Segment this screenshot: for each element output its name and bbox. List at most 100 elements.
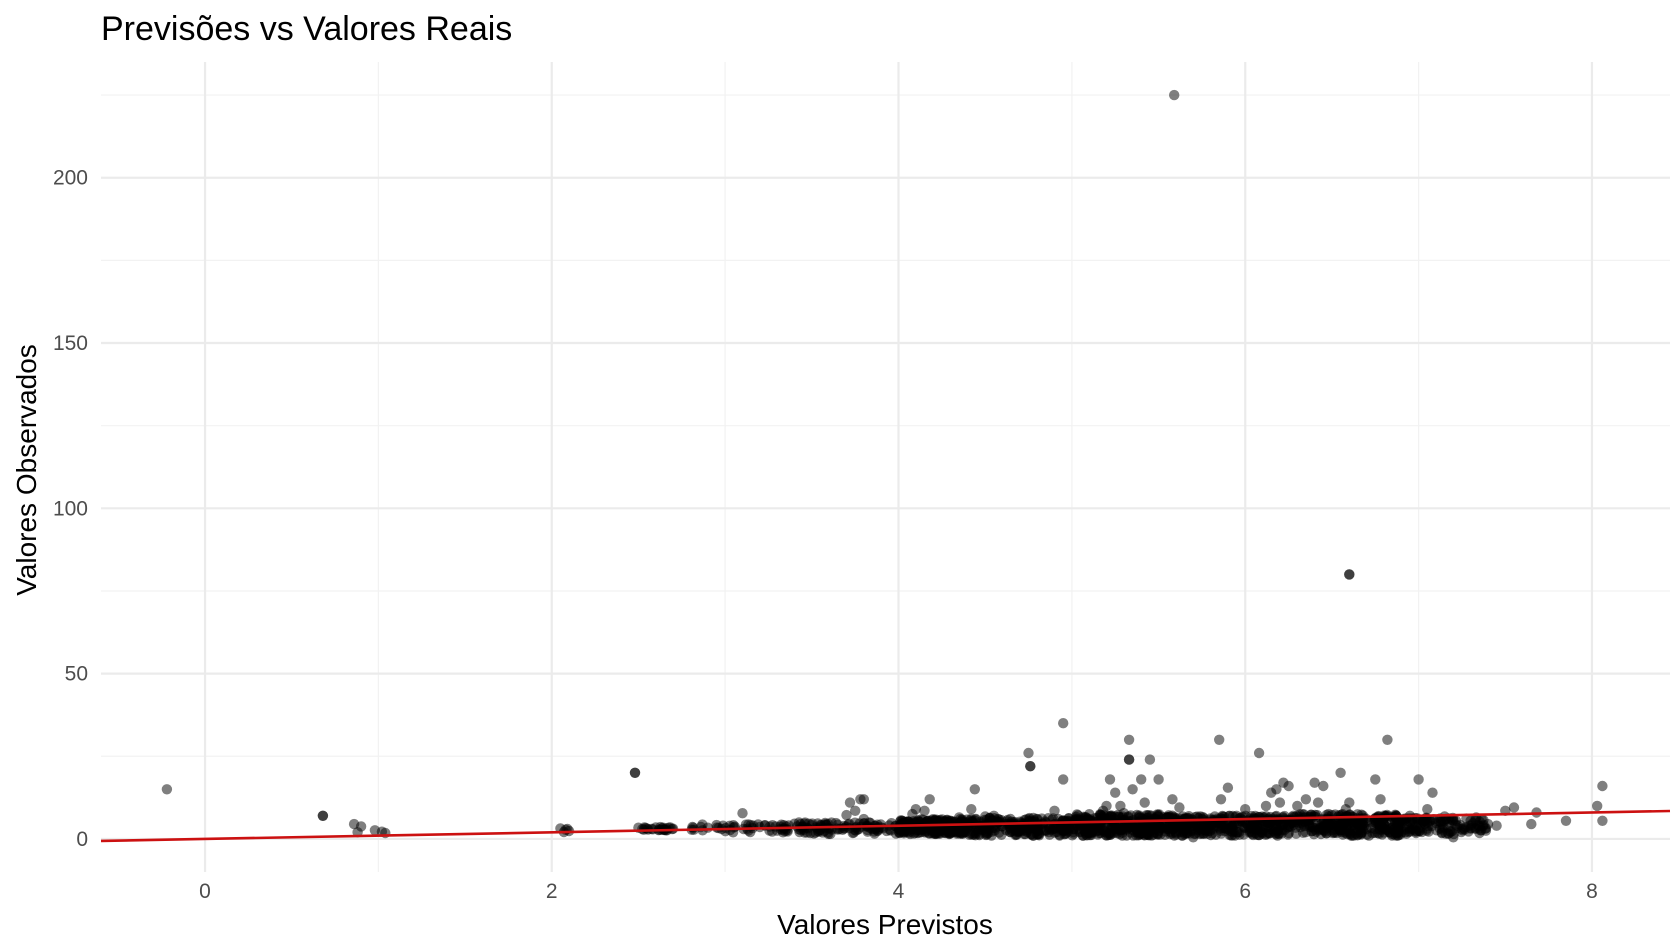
x-tick-label: 6 <box>1239 880 1251 903</box>
data-point <box>1070 818 1081 830</box>
data-point <box>1144 754 1156 765</box>
data-point <box>1043 827 1055 838</box>
data-point <box>1414 825 1425 837</box>
data-point <box>1023 747 1034 759</box>
data-point <box>1592 800 1603 812</box>
data-point <box>844 797 856 808</box>
data-point <box>1271 784 1282 795</box>
data-point <box>1361 823 1372 835</box>
data-point <box>1258 823 1269 835</box>
data-point <box>1118 808 1130 819</box>
data-point <box>924 794 935 805</box>
grid <box>101 62 1670 872</box>
reference-line <box>100 809 1671 843</box>
data-point <box>1430 815 1442 826</box>
data-point <box>641 823 653 834</box>
y-tick-label: 50 <box>65 663 88 686</box>
data-point <box>966 804 977 815</box>
data-point <box>996 829 1007 840</box>
y-axis-ticks: 0 50 100 150 200 <box>53 167 88 851</box>
data-point <box>967 829 978 840</box>
data-point <box>1448 814 1459 825</box>
data-point <box>1330 823 1341 835</box>
data-point <box>919 805 930 816</box>
data-point <box>1228 819 1240 831</box>
data-point <box>1188 832 1199 843</box>
data-point <box>629 767 641 778</box>
data-point <box>1311 826 1322 837</box>
data-point <box>789 818 800 829</box>
data-point <box>894 827 905 839</box>
data-point <box>1121 818 1133 829</box>
data-point <box>1110 787 1121 798</box>
data-point <box>1144 826 1155 837</box>
data-point <box>1427 787 1438 798</box>
data-point <box>1139 797 1150 808</box>
data-point <box>1106 810 1117 821</box>
data-point <box>1253 747 1265 759</box>
data-point <box>1240 804 1251 815</box>
data-point <box>806 819 817 831</box>
data-point <box>1292 800 1303 812</box>
data-point <box>1465 815 1476 826</box>
data-point <box>978 820 990 831</box>
y-tick-label: 200 <box>53 167 88 190</box>
data-point <box>1597 815 1608 826</box>
x-tick-label: 2 <box>546 880 558 903</box>
data-point <box>317 810 329 821</box>
data-point <box>1101 800 1112 812</box>
data-point <box>1482 818 1494 830</box>
x-tick-label: 4 <box>893 880 905 903</box>
data-point <box>1448 832 1459 843</box>
data-point <box>1014 816 1026 827</box>
data-point <box>1127 784 1138 795</box>
data-point <box>1234 829 1245 840</box>
x-tick-label: 8 <box>1586 880 1598 903</box>
data-point <box>1382 734 1393 745</box>
data-point <box>850 805 861 816</box>
data-point <box>1413 774 1424 785</box>
data-point <box>980 811 991 822</box>
y-tick-label: 150 <box>53 332 88 355</box>
data-point <box>1123 754 1135 765</box>
data-point <box>844 823 855 834</box>
data-point <box>737 808 748 819</box>
data-point <box>1215 794 1227 805</box>
data-point <box>1153 774 1164 785</box>
data-point <box>1373 828 1385 839</box>
data-point <box>1152 829 1164 840</box>
data-point <box>1474 823 1485 834</box>
data-point <box>1174 802 1185 813</box>
data-point <box>1214 823 1226 834</box>
data-point <box>910 804 921 815</box>
chart-title: Previsões vs Valores Reais <box>101 10 512 48</box>
data-point <box>988 810 1000 821</box>
data-point <box>1058 718 1069 729</box>
data-point <box>1246 827 1257 838</box>
data-point <box>969 784 980 795</box>
data-point <box>832 819 843 830</box>
data-point <box>1387 822 1398 833</box>
data-point <box>1312 797 1324 808</box>
data-point <box>1347 830 1358 841</box>
x-axis-ticks: 0 2 4 6 8 <box>199 880 1598 903</box>
data-point <box>1169 89 1180 101</box>
y-axis-title: Valores Observados <box>11 344 42 596</box>
data-point <box>1167 794 1178 805</box>
data-point <box>841 809 852 821</box>
data-point <box>1456 823 1468 835</box>
data-point <box>1560 815 1572 826</box>
data-point <box>1123 734 1135 745</box>
data-point <box>1369 817 1380 828</box>
data-point <box>1179 820 1190 831</box>
data-point <box>954 812 965 823</box>
data-point <box>1274 797 1286 808</box>
data-point <box>1318 780 1329 792</box>
data-point <box>1136 774 1147 785</box>
x-tick-label: 0 <box>199 880 211 903</box>
data-point <box>1260 800 1272 812</box>
data-point <box>1222 782 1234 793</box>
data-point <box>1283 780 1294 792</box>
